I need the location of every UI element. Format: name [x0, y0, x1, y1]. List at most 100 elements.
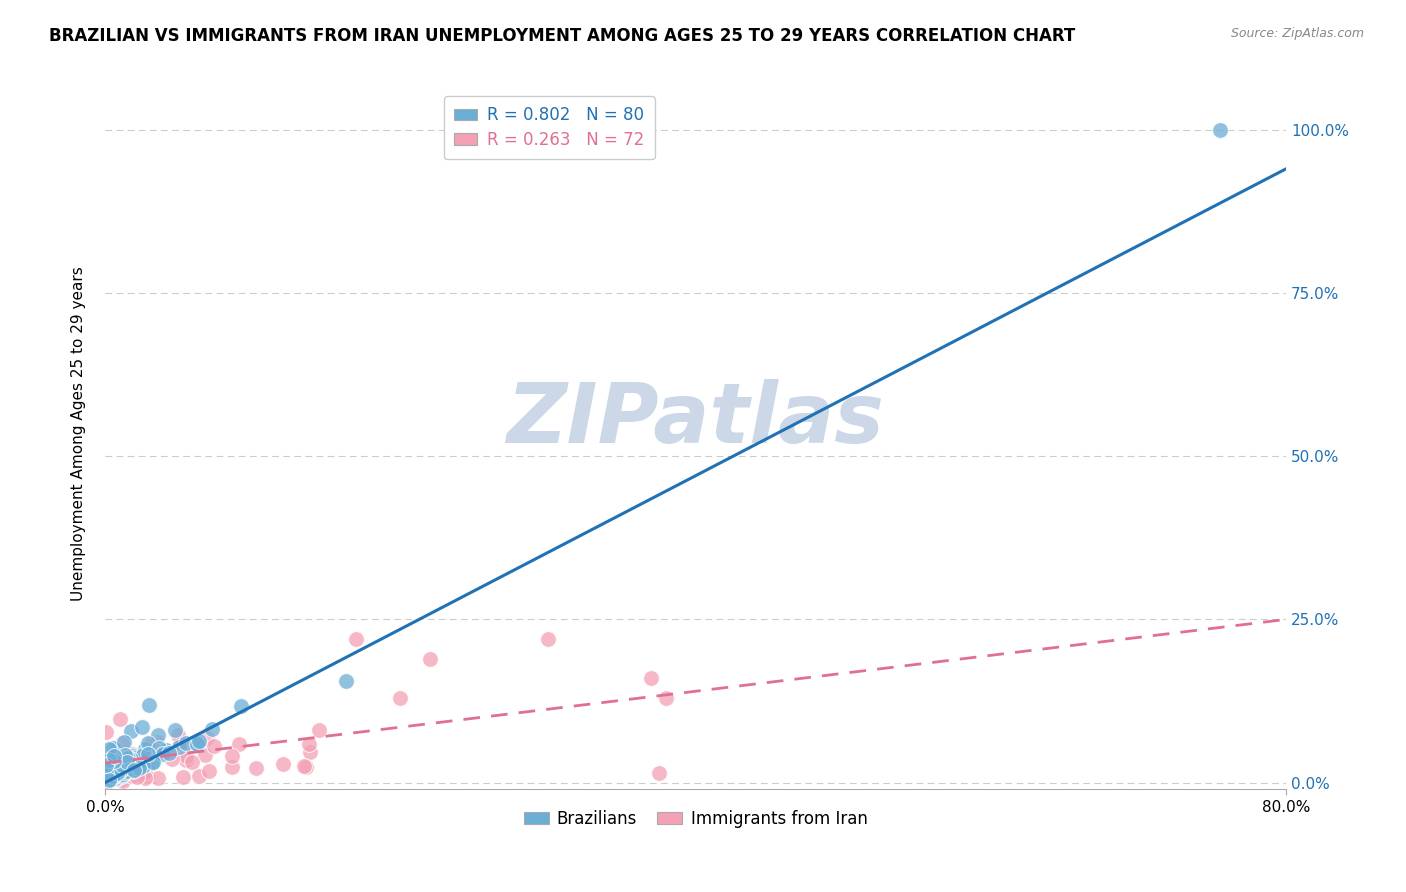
Immigrants from Iran	[108, 770, 131, 784]
Immigrants from Iran	[169, 736, 191, 750]
Immigrants from Iran	[104, 754, 127, 768]
Brazilians	[128, 761, 150, 775]
Brazilians	[96, 772, 118, 787]
Immigrants from Iran	[202, 739, 225, 754]
Brazilians	[100, 772, 122, 786]
Brazilians	[132, 747, 155, 762]
Immigrants from Iran	[132, 766, 155, 780]
Immigrants from Iran	[107, 770, 129, 784]
Brazilians	[96, 758, 118, 772]
Immigrants from Iran	[108, 768, 131, 782]
Immigrants from Iran	[127, 770, 149, 784]
Immigrants from Iran	[103, 763, 125, 777]
Immigrants from Iran	[96, 775, 118, 789]
Brazilians	[103, 740, 125, 755]
Brazilians	[131, 759, 153, 773]
Immigrants from Iran	[103, 740, 125, 755]
Immigrants from Iran	[160, 752, 183, 766]
Immigrants from Iran	[97, 756, 120, 771]
Brazilians	[122, 764, 145, 779]
Brazilians	[136, 747, 159, 761]
Brazilians	[157, 746, 180, 760]
Immigrants from Iran	[121, 769, 143, 783]
Brazilians	[122, 763, 145, 777]
Brazilians	[186, 738, 208, 752]
Immigrants from Iran	[537, 632, 560, 646]
Immigrants from Iran	[105, 765, 128, 780]
Immigrants from Iran	[271, 757, 294, 772]
Immigrants from Iran	[125, 758, 148, 772]
Brazilians	[167, 739, 190, 754]
Brazilians	[114, 747, 136, 762]
Immigrants from Iran	[112, 753, 135, 767]
Brazilians	[107, 765, 129, 780]
Immigrants from Iran	[221, 760, 243, 774]
Brazilians	[115, 752, 138, 766]
Brazilians	[163, 723, 186, 738]
Brazilians	[112, 735, 135, 749]
Brazilians	[131, 720, 153, 734]
Brazilians	[112, 765, 135, 780]
Brazilians	[100, 747, 122, 762]
Immigrants from Iran	[389, 690, 412, 705]
Brazilians	[117, 756, 139, 770]
Brazilians	[186, 736, 208, 750]
Immigrants from Iran	[198, 764, 221, 778]
Immigrants from Iran	[104, 771, 127, 785]
Brazilians	[101, 771, 124, 785]
Immigrants from Iran	[647, 765, 669, 780]
Brazilians	[96, 764, 118, 778]
Brazilians	[103, 754, 125, 768]
Brazilians	[1208, 122, 1230, 136]
Brazilians	[107, 759, 129, 773]
Brazilians	[141, 756, 163, 771]
Text: BRAZILIAN VS IMMIGRANTS FROM IRAN UNEMPLOYMENT AMONG AGES 25 TO 29 YEARS CORRELA: BRAZILIAN VS IMMIGRANTS FROM IRAN UNEMPL…	[49, 27, 1076, 45]
Brazilians	[101, 769, 124, 783]
Immigrants from Iran	[125, 766, 148, 780]
Brazilians	[118, 755, 141, 769]
Brazilians	[108, 764, 131, 779]
Immigrants from Iran	[108, 771, 131, 785]
Immigrants from Iran	[111, 772, 134, 786]
Immigrants from Iran	[96, 773, 118, 788]
Brazilians	[174, 735, 197, 749]
Brazilians	[98, 772, 121, 787]
Immigrants from Iran	[111, 736, 134, 750]
Brazilians	[136, 736, 159, 750]
Brazilians	[97, 769, 120, 783]
Brazilians	[129, 753, 152, 767]
Immigrants from Iran	[146, 735, 169, 749]
Brazilians	[112, 767, 135, 781]
Brazilians	[97, 764, 120, 778]
Brazilians	[120, 752, 142, 766]
Immigrants from Iran	[139, 736, 162, 750]
Brazilians	[187, 733, 209, 747]
Brazilians	[96, 769, 118, 783]
Brazilians	[155, 743, 177, 757]
Immigrants from Iran	[188, 769, 211, 783]
Immigrants from Iran	[245, 761, 267, 775]
Immigrants from Iran	[172, 770, 194, 784]
Immigrants from Iran	[134, 764, 156, 779]
Immigrants from Iran	[292, 758, 315, 772]
Brazilians	[110, 762, 132, 776]
Brazilians	[96, 768, 118, 782]
Immigrants from Iran	[146, 772, 169, 786]
Brazilians	[201, 722, 224, 736]
Immigrants from Iran	[96, 725, 118, 739]
Brazilians	[117, 750, 139, 764]
Brazilians	[229, 699, 252, 714]
Brazilians	[98, 753, 121, 767]
Immigrants from Iran	[111, 773, 134, 788]
Immigrants from Iran	[174, 753, 197, 767]
Y-axis label: Unemployment Among Ages 25 to 29 years: Unemployment Among Ages 25 to 29 years	[72, 266, 86, 600]
Immigrants from Iran	[148, 745, 170, 759]
Brazilians	[107, 761, 129, 775]
Immigrants from Iran	[128, 769, 150, 783]
Immigrants from Iran	[419, 651, 441, 665]
Brazilians	[105, 765, 128, 780]
Immigrants from Iran	[136, 756, 159, 771]
Legend: Brazilians, Immigrants from Iran: Brazilians, Immigrants from Iran	[517, 803, 875, 834]
Brazilians	[105, 771, 128, 785]
Brazilians	[115, 756, 138, 770]
